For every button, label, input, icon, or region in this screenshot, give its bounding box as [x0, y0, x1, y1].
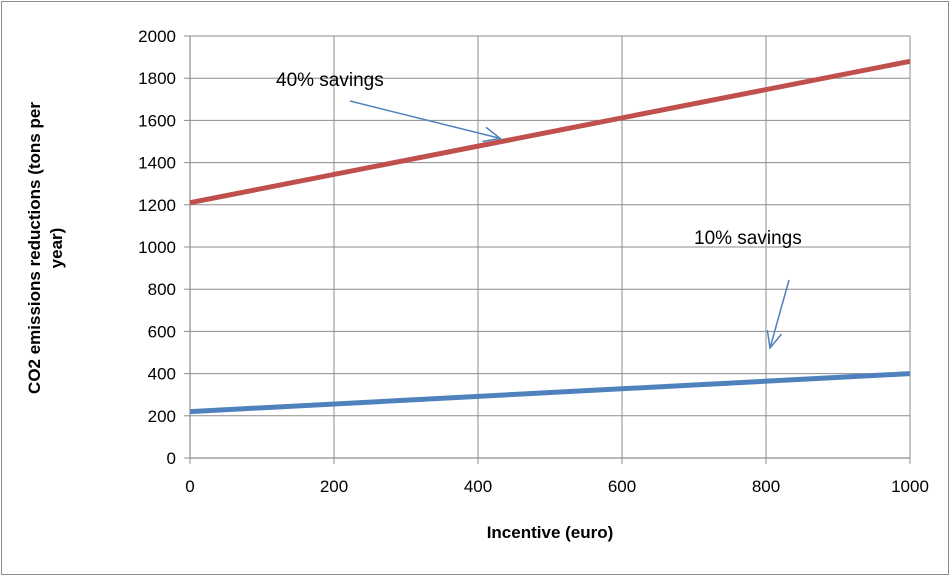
- annotation-40pct-label: 40% savings: [276, 70, 384, 91]
- x-tick-label: 200: [320, 477, 348, 496]
- y-axis-title-line2: year): [47, 228, 66, 269]
- y-tick-label: 600: [148, 322, 176, 341]
- annotation-10pct-arrow-head: [766, 330, 783, 350]
- y-tick-label: 1800: [138, 69, 176, 88]
- x-tick-label: 0: [185, 477, 194, 496]
- annotations: 40% savings 10% savings: [276, 70, 802, 350]
- series-line-10pct: [189, 371, 911, 415]
- x-axis-title: Incentive (euro): [487, 523, 614, 542]
- x-tick-label: 800: [752, 477, 780, 496]
- y-tick-label: 400: [148, 365, 176, 384]
- y-tick-label: 200: [148, 407, 176, 426]
- x-tick-label: 400: [464, 477, 492, 496]
- axes: [184, 35, 911, 464]
- series: [189, 58, 911, 415]
- y-tick-label: 1600: [138, 111, 176, 130]
- x-tick-label: 600: [608, 477, 636, 496]
- tick-labels: 0 200 400 600 800 1000 1200 1400 1600 1800 2000 0 20…: [138, 27, 929, 496]
- y-tick-label: 1000: [138, 238, 176, 257]
- y-tick-label: 1200: [138, 196, 176, 215]
- y-tick-label: 0: [167, 449, 176, 468]
- annotation-10pct-label: 10% savings: [694, 228, 802, 249]
- x-tick-label: 1000: [891, 477, 929, 496]
- y-tick-label: 1400: [138, 154, 176, 173]
- annotation-40pct-arrow-head: [482, 126, 502, 143]
- annotation-10pct-arrow-shaft: [769, 279, 790, 349]
- y-tick-label: 800: [148, 280, 176, 299]
- y-axis-title-line1: CO2 emissions reductions (tons per: [25, 102, 44, 394]
- annotation-40pct-arrow-shaft: [349, 100, 501, 140]
- y-tick-label: 2000: [138, 27, 176, 46]
- series-line-40pct: [189, 58, 911, 206]
